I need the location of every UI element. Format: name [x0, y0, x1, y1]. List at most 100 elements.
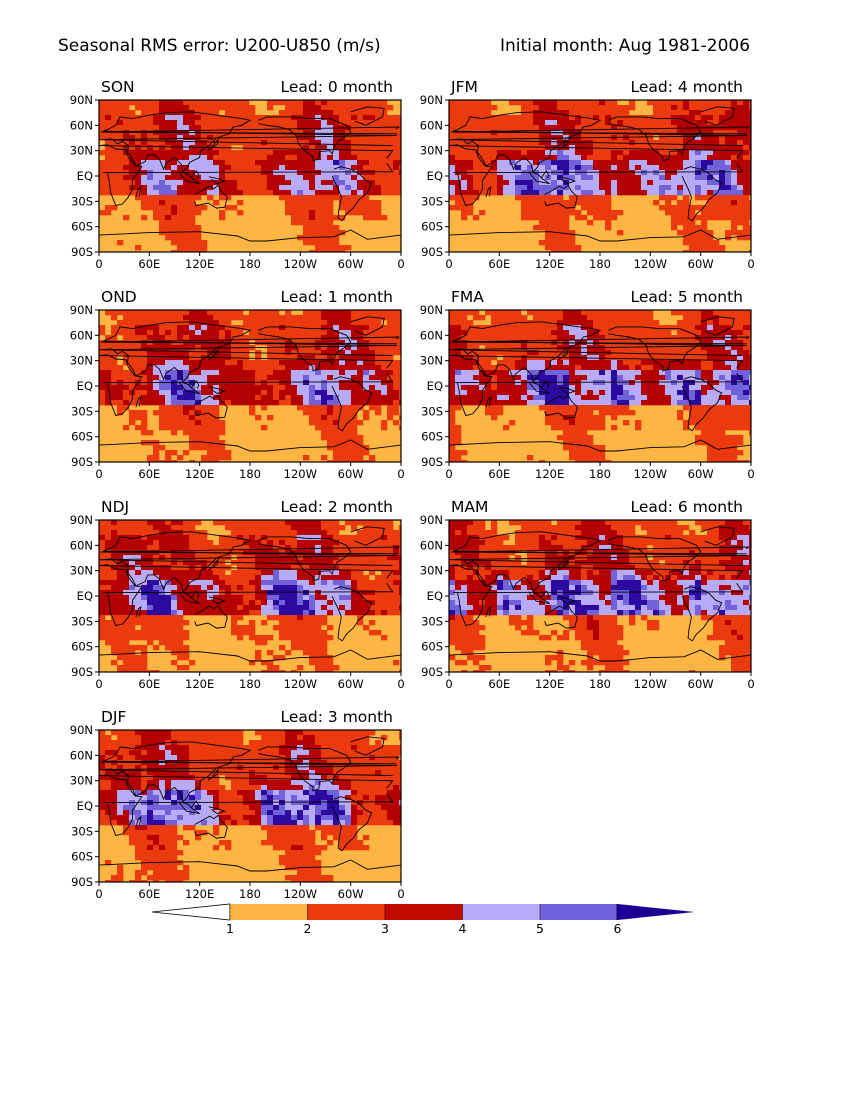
field-cell — [731, 155, 738, 161]
field-cell — [351, 435, 358, 441]
field-cell — [743, 410, 750, 416]
field-cell — [321, 395, 328, 401]
field-cell — [267, 120, 274, 126]
field-cell — [605, 100, 612, 106]
field-cell — [599, 320, 606, 326]
field-cell — [297, 190, 304, 196]
field-cell — [303, 170, 310, 176]
field-cell — [207, 335, 214, 341]
field-cell — [551, 385, 558, 391]
field-cell — [189, 230, 196, 236]
field-cell — [503, 345, 510, 351]
field-cell — [225, 330, 232, 336]
field-cell — [111, 105, 118, 111]
field-cell — [339, 180, 346, 186]
field-cell — [213, 120, 220, 126]
field-cell — [183, 165, 190, 171]
field-cell — [557, 415, 564, 421]
field-cell — [327, 230, 334, 236]
field-cell — [659, 335, 666, 341]
field-cell — [105, 310, 112, 316]
field-cell — [641, 130, 648, 136]
field-cell — [551, 245, 558, 251]
field-cell — [587, 155, 594, 161]
field-cell — [557, 155, 564, 161]
field-cell — [539, 310, 546, 316]
field-cell — [201, 310, 208, 316]
field-cell — [737, 175, 744, 181]
field-cell — [219, 315, 226, 321]
field-cell — [461, 150, 468, 156]
field-cell — [731, 150, 738, 156]
field-cell — [363, 460, 370, 462]
field-cell — [521, 180, 528, 186]
field-cell — [671, 105, 678, 111]
field-cell — [461, 195, 468, 201]
field-cell — [153, 445, 160, 451]
field-cell — [111, 325, 118, 331]
field-cell — [213, 425, 220, 431]
field-cell — [605, 355, 612, 361]
field-cell — [375, 170, 382, 176]
field-cell — [455, 430, 462, 436]
field-cell — [279, 360, 286, 366]
field-cell — [207, 400, 214, 406]
field-cell — [249, 360, 256, 366]
field-cell — [551, 150, 558, 156]
field-cell — [731, 455, 738, 461]
field-cell — [159, 115, 166, 121]
field-cell — [381, 370, 388, 376]
field-cell — [749, 120, 751, 126]
field-cell — [707, 345, 714, 351]
field-cell — [117, 395, 124, 401]
field-cell — [623, 310, 630, 316]
field-cell — [701, 235, 708, 241]
field-cell — [719, 420, 726, 426]
field-cell — [641, 400, 648, 406]
field-cell — [345, 195, 352, 201]
field-cell — [165, 120, 172, 126]
field-cell — [291, 380, 298, 386]
field-cell — [141, 145, 148, 151]
field-cell — [351, 315, 358, 321]
field-cell — [357, 105, 364, 111]
field-cell — [569, 400, 576, 406]
field-cell — [183, 175, 190, 181]
field-cell — [653, 170, 660, 176]
field-cell — [351, 185, 358, 191]
field-cell — [105, 135, 112, 141]
field-cell — [647, 370, 654, 376]
coastline — [681, 166, 723, 222]
field-cell — [695, 150, 702, 156]
field-cell — [551, 200, 558, 206]
field-cell — [647, 345, 654, 351]
field-cell — [677, 180, 684, 186]
field-cell — [521, 375, 528, 381]
field-cell — [159, 160, 166, 166]
field-cell — [195, 410, 202, 416]
field-cell — [309, 110, 316, 116]
field-cell — [749, 155, 751, 161]
field-cell — [647, 130, 654, 136]
field-cell — [153, 460, 160, 462]
field-cell — [123, 190, 130, 196]
field-cell — [105, 120, 112, 126]
field-cell — [219, 360, 226, 366]
field-cell — [369, 120, 376, 126]
field-cell — [339, 165, 346, 171]
field-cell — [195, 120, 202, 126]
field-cell — [689, 245, 696, 251]
field-cell — [231, 375, 238, 381]
field-cell — [375, 310, 382, 316]
field-cell — [315, 140, 322, 146]
field-cell — [399, 145, 401, 151]
field-cell — [387, 310, 394, 316]
field-cell — [527, 365, 534, 371]
field-cell — [461, 110, 468, 116]
field-cell — [135, 135, 142, 141]
field-cell — [357, 445, 364, 451]
field-cell — [141, 165, 148, 171]
field-cell — [623, 395, 630, 401]
field-cell — [611, 120, 618, 126]
field-cell — [461, 375, 468, 381]
